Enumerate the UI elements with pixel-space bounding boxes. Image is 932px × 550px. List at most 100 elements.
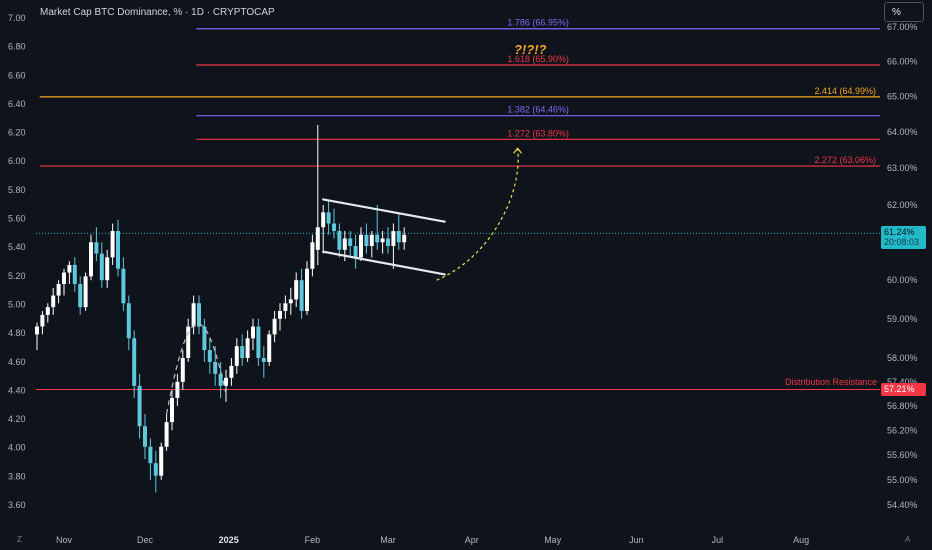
- unit-toggle-button[interactable]: %: [884, 2, 924, 22]
- candle-10[interactable]: [89, 242, 93, 277]
- projection-arrow-icon: [513, 147, 523, 154]
- candle-0[interactable]: [35, 326, 39, 335]
- candle-7[interactable]: [72, 264, 77, 285]
- candle-17[interactable]: [126, 303, 131, 339]
- candle-58[interactable]: [348, 238, 353, 247]
- candle-63[interactable]: [375, 234, 380, 243]
- fib-label-2: 2.414 (64.99%): [814, 86, 876, 96]
- candle-8[interactable]: [78, 284, 83, 308]
- candle-55[interactable]: [332, 223, 336, 232]
- x-tick-6: May: [544, 535, 562, 545]
- candle-67[interactable]: [396, 231, 401, 243]
- left-tick-1: 3.80: [8, 471, 26, 481]
- candle-48[interactable]: [294, 280, 299, 300]
- candle-65[interactable]: [386, 238, 390, 247]
- candle-14[interactable]: [110, 231, 115, 258]
- candle-9[interactable]: [83, 276, 88, 308]
- candle-21[interactable]: [148, 446, 153, 464]
- candle-2[interactable]: [45, 307, 50, 315]
- left-tick-17: 7.00: [8, 13, 26, 23]
- candle-44[interactable]: [272, 318, 277, 335]
- candle-52[interactable]: [315, 227, 320, 250]
- left-tick-8: 5.20: [8, 271, 26, 281]
- candle-62[interactable]: [369, 234, 374, 247]
- candle-23[interactable]: [159, 446, 164, 476]
- candle-46[interactable]: [283, 303, 288, 311]
- candle-36[interactable]: [229, 365, 234, 378]
- candle-28[interactable]: [186, 326, 191, 358]
- candle-15[interactable]: [116, 231, 120, 269]
- candle-56[interactable]: [337, 231, 342, 250]
- candle-40[interactable]: [251, 326, 255, 339]
- candle-24[interactable]: [164, 422, 169, 447]
- left-tick-3: 4.20: [8, 414, 26, 424]
- candle-31[interactable]: [202, 326, 207, 351]
- right-tick-7: 59.00%: [887, 314, 918, 324]
- candle-13[interactable]: [105, 257, 110, 281]
- candle-29[interactable]: [191, 303, 196, 327]
- candle-32[interactable]: [207, 350, 212, 362]
- candle-35[interactable]: [224, 377, 228, 386]
- candle-19[interactable]: [137, 385, 142, 427]
- candle-57[interactable]: [342, 238, 347, 250]
- left-tick-16: 6.80: [8, 42, 26, 52]
- right-tick-12: 64.00%: [887, 127, 918, 137]
- candle-30[interactable]: [197, 303, 201, 327]
- swing-path[interactable]: [166, 323, 227, 415]
- candle-5[interactable]: [62, 272, 66, 285]
- candle-18[interactable]: [132, 338, 137, 386]
- right-tick-1: 55.00%: [887, 475, 918, 485]
- candle-22[interactable]: [153, 463, 158, 476]
- candle-37[interactable]: [234, 346, 239, 366]
- candle-6[interactable]: [67, 264, 72, 273]
- projection-path[interactable]: [436, 148, 519, 281]
- candle-41[interactable]: [256, 326, 261, 358]
- x-tick-0: Nov: [56, 535, 73, 545]
- candlestick-series[interactable]: [35, 124, 407, 493]
- candle-26[interactable]: [175, 381, 180, 398]
- left-tick-6: 4.80: [8, 328, 26, 338]
- candle-4[interactable]: [56, 284, 61, 296]
- candle-54[interactable]: [326, 212, 331, 224]
- channel-top-line[interactable]: [322, 198, 446, 223]
- drawings[interactable]: [166, 147, 523, 415]
- candle-16[interactable]: [121, 268, 126, 304]
- candle-47[interactable]: [288, 299, 293, 304]
- candle-25[interactable]: [170, 397, 174, 423]
- zoom-icon[interactable]: Z: [17, 535, 22, 544]
- candle-11[interactable]: [94, 242, 99, 254]
- candle-39[interactable]: [245, 338, 250, 358]
- candle-1[interactable]: [40, 314, 45, 327]
- candle-49[interactable]: [299, 280, 304, 311]
- candle-20[interactable]: [143, 426, 147, 447]
- candle-34[interactable]: [218, 373, 223, 386]
- candle-50[interactable]: [305, 268, 309, 311]
- candle-42[interactable]: [261, 357, 266, 362]
- fib-label-0: 1.786 (66.95%): [507, 18, 569, 28]
- candle-53[interactable]: [321, 212, 326, 228]
- candle-33[interactable]: [213, 361, 218, 374]
- candle-59[interactable]: [353, 246, 358, 258]
- right-tick-5: 57.40%: [887, 377, 918, 387]
- candle-60[interactable]: [359, 234, 363, 258]
- fib-label-5: 2.272 (63.06%): [814, 155, 876, 165]
- right-tick-13: 65.00%: [887, 92, 918, 102]
- candle-27[interactable]: [180, 357, 185, 382]
- left-tick-4: 4.40: [8, 385, 26, 395]
- candle-45[interactable]: [278, 310, 282, 319]
- candle-66[interactable]: [391, 231, 396, 247]
- candle-61[interactable]: [364, 234, 369, 247]
- candle-51[interactable]: [310, 242, 315, 269]
- x-tick-8: Jul: [712, 535, 724, 545]
- candle-64[interactable]: [380, 238, 385, 243]
- candle-68[interactable]: [402, 234, 407, 243]
- channel-bottom-line[interactable]: [322, 250, 446, 276]
- candle-12[interactable]: [99, 253, 104, 281]
- candle-38[interactable]: [240, 346, 245, 358]
- left-tick-14: 6.40: [8, 99, 26, 109]
- distribution-resistance-value: 57.21%: [881, 383, 926, 396]
- auto-scale-icon[interactable]: A: [905, 535, 911, 544]
- candle-43[interactable]: [267, 334, 272, 362]
- candle-3[interactable]: [51, 295, 56, 308]
